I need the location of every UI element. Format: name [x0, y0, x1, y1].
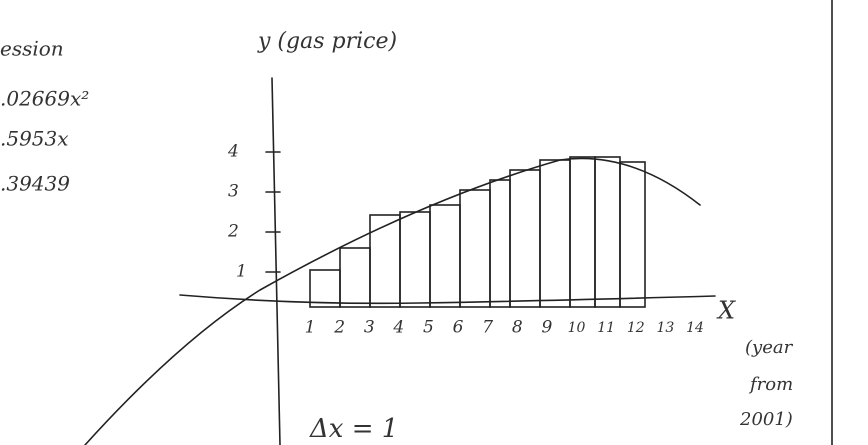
x-tick-label: 14 — [686, 320, 704, 336]
x-tick-label: 3 — [364, 318, 375, 338]
regression-heading: ession — [0, 37, 64, 61]
y-tick-label: 2 — [227, 222, 239, 242]
x-tick-label: 10 — [568, 320, 586, 336]
regression-term: .02669x² — [0, 87, 89, 111]
y-tick-label: 3 — [228, 182, 239, 202]
x-tick-label: 5 — [423, 318, 434, 338]
x-tick-label: 8 — [512, 318, 523, 338]
y-tick-label: 4 — [227, 142, 239, 162]
x-tick-label: 11 — [597, 320, 615, 336]
x-tick-label: 12 — [627, 320, 645, 336]
x-note: (year — [745, 337, 794, 358]
x-tick-label: 2 — [333, 318, 345, 338]
y-ticks: 1 2 3 4 — [227, 142, 280, 282]
regression-term: .39439 — [0, 172, 70, 196]
x-tick-label: 6 — [453, 318, 464, 338]
y-axis-label: y (gas price) — [257, 29, 397, 54]
y-axis — [272, 78, 280, 445]
x-note: 2001) — [739, 409, 793, 430]
x-tick-label: 4 — [392, 318, 404, 338]
regression-term: .5953x — [0, 127, 69, 151]
x-tick-label: 9 — [542, 318, 553, 338]
riemann-rectangles — [310, 157, 645, 307]
x-tick-label: 7 — [482, 318, 493, 338]
x-tick-label: 13 — [656, 320, 674, 336]
x-tick-label: 1 — [305, 318, 316, 338]
delta-label: Δx = 1 — [309, 414, 398, 444]
sketch: ession .02669x² .5953x .39439 y (gas pri… — [0, 0, 868, 445]
x-axis-label: X — [716, 297, 736, 325]
x-note: from — [748, 374, 793, 395]
x-axis — [180, 295, 715, 303]
regression-curve — [85, 158, 700, 445]
y-tick-label: 1 — [236, 262, 247, 282]
